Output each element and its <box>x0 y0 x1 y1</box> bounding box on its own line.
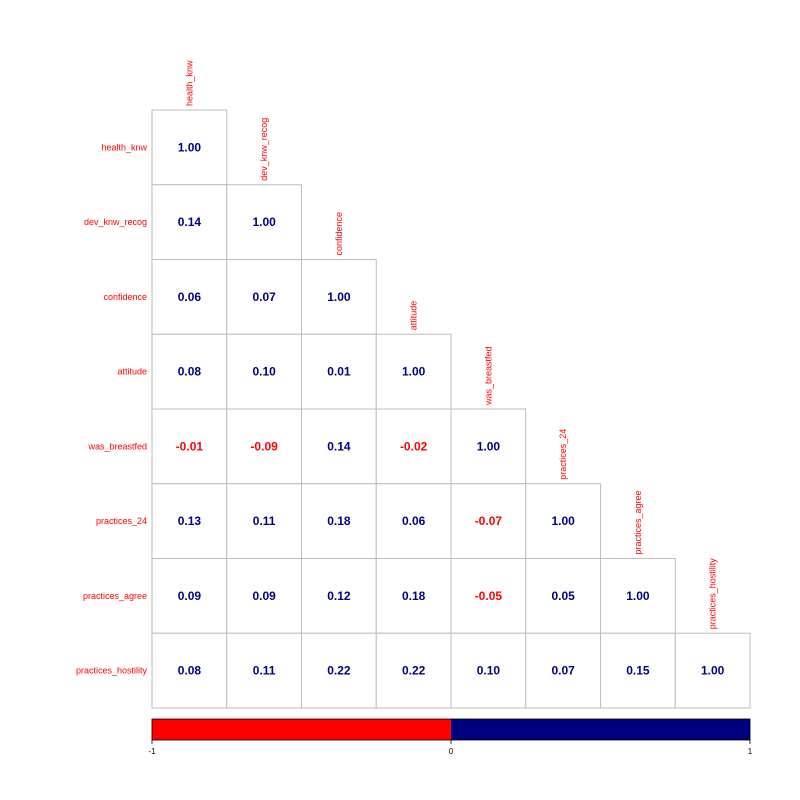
cell-value-attitude-attitude: 1.00 <box>402 365 426 379</box>
column-label-confidence: confidence <box>334 212 344 256</box>
cell-practices-hostility-practices-hostility <box>674 632 751 709</box>
cell-confidence-confidence <box>301 259 377 335</box>
cell-value-practices-24-attitude: 0.06 <box>402 514 426 528</box>
row-label-attitude: attitude <box>117 367 147 377</box>
column-label-dev-knw-recog: dev_knw_recog <box>259 118 269 181</box>
cell-value-was-breastfed-health-knw: -0.01 <box>176 439 204 453</box>
cell-practices-agree-attitude <box>375 558 452 634</box>
column-label-attitude: attitude <box>409 301 419 331</box>
cell-practices-agree-health-knw <box>151 558 228 634</box>
row-label-dev-knw-recog: dev_knw_recog <box>84 217 147 227</box>
row-label-was-breastfed: was_breastfed <box>87 441 147 451</box>
column-labels: health_knw dev_knw_recog confidence attitud… <box>184 60 717 629</box>
cell-value-practices-24-was-breastfed: -0.07 <box>475 514 503 528</box>
colorbar-tick-label: 1 <box>748 747 753 756</box>
cell-practices-hostility-practices-24 <box>525 632 601 709</box>
cell-value-was-breastfed-dev-knw-recog: -0.09 <box>250 439 278 453</box>
column-label-practices-agree: practices_agree <box>633 490 643 554</box>
cell-value-confidence-confidence: 1.00 <box>327 290 351 304</box>
cell-value-practices-hostility-health-knw: 0.08 <box>178 664 202 678</box>
cell-value-attitude-confidence: 0.01 <box>327 365 351 379</box>
cell-was-breastfed-confidence <box>301 408 377 485</box>
cell-dev-knw-recog-dev-knw-recog <box>226 184 302 260</box>
row-label-practices-24: practices_24 <box>96 516 147 526</box>
cell-value-was-breastfed-attitude: -0.02 <box>400 439 428 453</box>
cell-practices-agree-dev-knw-recog <box>226 558 302 634</box>
cell-value-dev-knw-recog-health-knw: 0.14 <box>178 215 202 229</box>
cell-value-health-knw-health-knw: 1.00 <box>178 140 202 154</box>
cell-dev-knw-recog-health-knw <box>151 184 228 260</box>
cell-value-practices-hostility-practices-hostility: 1.00 <box>701 664 725 678</box>
row-label-practices-agree: practices_agree <box>83 591 147 601</box>
cell-value-practices-24-confidence: 0.18 <box>327 514 351 528</box>
cell-value-was-breastfed-was-breastfed: 1.00 <box>477 439 501 453</box>
cell-practices-agree-practices-agree <box>600 558 676 634</box>
colorbar-negative-segment <box>152 719 451 740</box>
colorbar: -1 0 1 <box>148 718 753 756</box>
cell-was-breastfed-attitude <box>375 408 452 485</box>
cell-practices-hostility-confidence <box>301 632 377 709</box>
cell-value-attitude-health-knw: 0.08 <box>178 365 202 379</box>
cell-value-practices-hostility-attitude: 0.22 <box>402 664 426 678</box>
row-labels: health_knw dev_knw_recog confidence attitud… <box>76 142 148 675</box>
cell-value-practices-agree-dev-knw-recog: 0.09 <box>252 589 276 603</box>
cell-value-dev-knw-recog-dev-knw-recog: 1.00 <box>252 215 276 229</box>
cell-value-practices-agree-health-knw: 0.09 <box>178 589 202 603</box>
row-label-practices-hostility: practices_hostility <box>76 666 148 676</box>
cell-practices-24-confidence <box>301 483 377 559</box>
cell-value-practices-agree-attitude: 0.18 <box>402 589 426 603</box>
cell-practices-hostility-practices-agree <box>600 632 676 709</box>
cell-health-knw-health-knw <box>151 109 228 186</box>
cell-value-practices-agree-was-breastfed: -0.05 <box>475 589 503 603</box>
cell-value-practices-hostility-confidence: 0.22 <box>327 664 351 678</box>
cell-value-attitude-dev-knw-recog: 0.10 <box>252 365 276 379</box>
column-label-practices-hostility: practices_hostility <box>708 558 718 630</box>
cell-value-practices-24-practices-24: 1.00 <box>551 514 575 528</box>
cell-value-practices-agree-confidence: 0.12 <box>327 589 351 603</box>
column-label-health-knw: health_knw <box>184 60 194 106</box>
cell-value-practices-24-health-knw: 0.13 <box>178 514 202 528</box>
column-label-was-breastfed: was_breastfed <box>483 346 493 406</box>
cell-value-practices-hostility-dev-knw-recog: 0.11 <box>253 664 276 678</box>
row-label-confidence: confidence <box>103 292 147 302</box>
cell-practices-24-health-knw <box>151 483 228 559</box>
cell-confidence-health-knw <box>151 259 228 335</box>
cell-practices-24-attitude <box>375 483 452 559</box>
cell-was-breastfed-dev-knw-recog <box>226 408 302 485</box>
cell-practices-24-dev-knw-recog <box>226 483 302 559</box>
cell-value-practices-hostility-was-breastfed: 0.10 <box>477 664 501 678</box>
cell-value-confidence-health-knw: 0.06 <box>178 290 202 304</box>
colorbar-tick-label: -1 <box>148 747 156 756</box>
cell-value-practices-agree-practices-24: 0.05 <box>551 589 575 603</box>
cell-attitude-dev-knw-recog <box>226 333 302 410</box>
cell-value-practices-24-dev-knw-recog: 0.11 <box>253 514 276 528</box>
cell-value-was-breastfed-confidence: 0.14 <box>327 439 351 453</box>
cell-value-practices-agree-practices-agree: 1.00 <box>626 589 650 603</box>
cell-practices-24-was-breastfed <box>450 483 527 559</box>
cell-practices-agree-practices-24 <box>525 558 601 634</box>
cell-practices-24-practices-24 <box>525 483 601 559</box>
colorbar-tick-label: 0 <box>449 747 454 756</box>
cell-attitude-attitude <box>375 333 452 410</box>
cell-was-breastfed-was-breastfed <box>450 408 527 485</box>
column-label-practices-24: practices_24 <box>558 429 568 480</box>
cell-practices-hostility-health-knw <box>151 632 228 709</box>
cell-confidence-dev-knw-recog <box>226 259 302 335</box>
correlation-cells: 1.00 0.14 1.00 0.06 0.07 1.00 0.08 0.10 0.01 1.00… <box>151 109 751 709</box>
cell-value-practices-hostility-practices-agree: 0.15 <box>626 664 650 678</box>
cell-value-confidence-dev-knw-recog: 0.07 <box>252 290 276 304</box>
cell-value-practices-hostility-practices-24: 0.07 <box>551 664 575 678</box>
row-label-health-knw: health_knw <box>101 142 147 152</box>
colorbar-positive-segment <box>451 719 750 740</box>
